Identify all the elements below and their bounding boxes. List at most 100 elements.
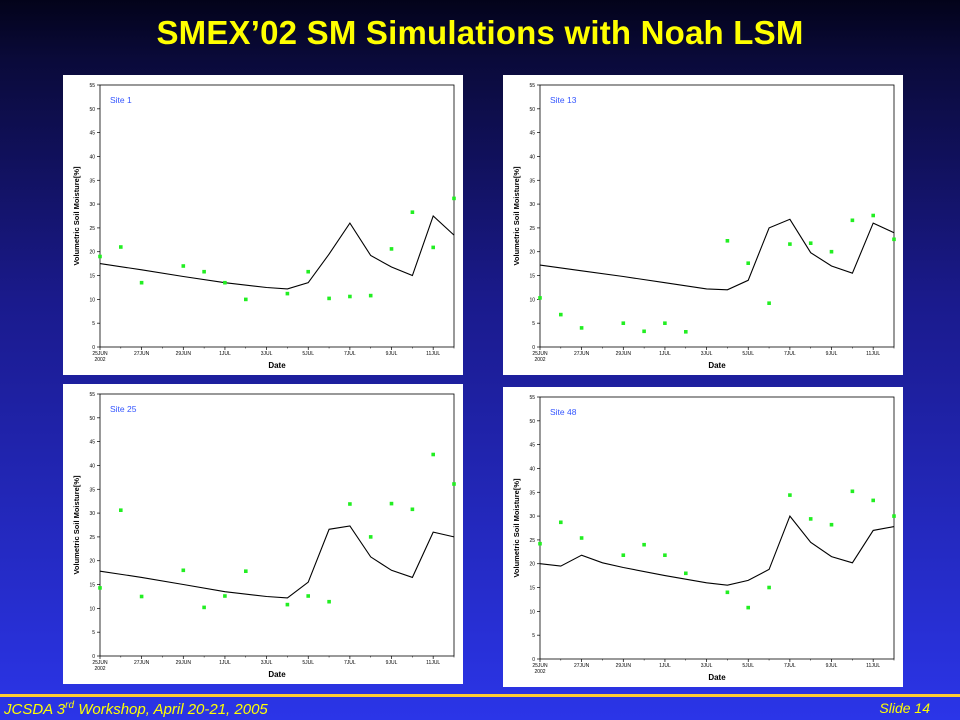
y-tick-label: 35 bbox=[529, 490, 535, 496]
y-tick-label: 50 bbox=[529, 419, 535, 425]
y-tick-label: 45 bbox=[529, 443, 535, 449]
observed-point bbox=[642, 542, 646, 547]
x-tick-label: 11JUL bbox=[866, 351, 880, 357]
observed-point bbox=[663, 321, 667, 325]
y-tick-label: 40 bbox=[529, 466, 535, 472]
slide-number: Slide 14 bbox=[879, 700, 930, 716]
y-tick-label: 0 bbox=[92, 345, 95, 351]
y-tick-label: 45 bbox=[529, 131, 535, 137]
observed-point bbox=[139, 594, 144, 599]
simulated-line bbox=[539, 218, 895, 291]
x-tick-label: 27JUN bbox=[574, 351, 590, 357]
y-tick-label: 10 bbox=[89, 606, 95, 612]
observed-point bbox=[285, 602, 290, 607]
observed-point bbox=[368, 293, 373, 298]
y-tick-label: 0 bbox=[92, 654, 95, 660]
chart-panel-site-13: 0 5 10 15 20 25 30 35 40 45 50 55 25JUN 2002 27JUN 29JU… bbox=[503, 75, 903, 375]
observed-point bbox=[452, 482, 456, 486]
y-tick-label: 25 bbox=[89, 226, 95, 232]
observed-point bbox=[181, 264, 186, 268]
site-label: Site 13 bbox=[550, 95, 577, 105]
x-tick-label: 7JUL bbox=[344, 660, 356, 666]
x-tick-label: 3JUL bbox=[261, 660, 273, 666]
y-axis-label: Volumetric Soil Moisture[%] bbox=[72, 475, 81, 575]
observed-point bbox=[579, 326, 584, 330]
chart-panel-site-1: 0 5 10 15 20 25 30 35 40 45 50 55 25JUN 2002 27JUN 29JU… bbox=[63, 75, 463, 375]
observed-point bbox=[871, 213, 875, 218]
observed-point bbox=[410, 210, 415, 214]
x-tick-label: 1JUL bbox=[659, 351, 671, 357]
observed-point bbox=[119, 508, 123, 512]
observed-point bbox=[285, 291, 290, 296]
observed-point bbox=[850, 489, 855, 494]
y-tick-label: 25 bbox=[89, 535, 95, 541]
observed-point bbox=[389, 247, 394, 251]
observed-point bbox=[327, 296, 331, 301]
observed-point bbox=[808, 241, 813, 245]
x-tick-label: 11JUL bbox=[426, 660, 440, 666]
observed-point bbox=[725, 590, 730, 595]
x-tick-label: 1JUL bbox=[659, 663, 671, 669]
observed-point bbox=[223, 280, 227, 285]
x-tick-label: 11JUL bbox=[866, 663, 880, 669]
observed-point bbox=[871, 498, 875, 503]
simulated-line bbox=[539, 515, 895, 586]
observed-point bbox=[389, 501, 394, 506]
y-tick-label: 35 bbox=[89, 178, 95, 184]
observed-point bbox=[139, 280, 144, 285]
site-label: Site 48 bbox=[550, 407, 577, 417]
x-tick-label: 9JUL bbox=[386, 351, 398, 357]
plot-frame bbox=[99, 84, 455, 348]
x-tick-sublabel: 2002 bbox=[94, 357, 105, 363]
x-tick-label: 27JUN bbox=[134, 660, 150, 666]
y-tick-label: 45 bbox=[89, 440, 95, 446]
observed-point bbox=[559, 312, 563, 317]
y-tick-label: 10 bbox=[89, 297, 95, 303]
y-tick-label: 15 bbox=[89, 583, 95, 589]
x-tick-label: 1JUL bbox=[219, 351, 231, 357]
observed-point bbox=[788, 493, 792, 497]
y-tick-label: 0 bbox=[532, 657, 535, 663]
footer-workshop-text: JCSDA 3rd Workshop, April 20-21, 2005 bbox=[4, 700, 268, 718]
observed-point bbox=[98, 254, 102, 259]
y-tick-label: 25 bbox=[529, 226, 535, 232]
y-tick-label: 30 bbox=[529, 202, 535, 208]
y-tick-label: 35 bbox=[529, 178, 535, 184]
y-tick-label: 50 bbox=[529, 107, 535, 113]
observed-point bbox=[327, 599, 331, 604]
observed-point bbox=[579, 536, 584, 540]
y-tick-label: 55 bbox=[529, 395, 535, 401]
y-tick-label: 15 bbox=[529, 586, 535, 592]
plot-frame bbox=[539, 396, 895, 660]
x-tick-label: 25JUN bbox=[92, 660, 108, 666]
x-tick-label: 9JUL bbox=[826, 663, 838, 669]
observed-point bbox=[642, 329, 646, 334]
x-tick-sublabel: 2002 bbox=[94, 666, 105, 672]
x-tick-label: 7JUL bbox=[344, 351, 356, 357]
observed-point bbox=[788, 242, 792, 246]
x-tick-label: 7JUL bbox=[784, 663, 796, 669]
observed-point bbox=[538, 541, 542, 546]
observed-point bbox=[559, 520, 563, 525]
x-tick-label: 5JUL bbox=[302, 660, 314, 666]
observed-point bbox=[767, 301, 771, 305]
observed-point bbox=[431, 245, 435, 250]
x-tick-label: 5JUL bbox=[742, 351, 754, 357]
x-tick-label: 3JUL bbox=[701, 663, 713, 669]
footer-divider bbox=[0, 694, 960, 697]
y-tick-label: 10 bbox=[529, 609, 535, 615]
x-tick-label: 29JUN bbox=[616, 351, 632, 357]
y-tick-label: 15 bbox=[89, 274, 95, 280]
y-tick-label: 10 bbox=[529, 297, 535, 303]
observed-point bbox=[348, 502, 352, 506]
x-axis-label: Date bbox=[708, 361, 726, 370]
observed-point bbox=[306, 269, 310, 274]
observed-point bbox=[746, 605, 750, 610]
x-tick-label: 11JUL bbox=[426, 351, 440, 357]
observed-point bbox=[348, 294, 352, 299]
x-axis-label: Date bbox=[708, 673, 726, 682]
x-tick-label: 1JUL bbox=[219, 660, 231, 666]
